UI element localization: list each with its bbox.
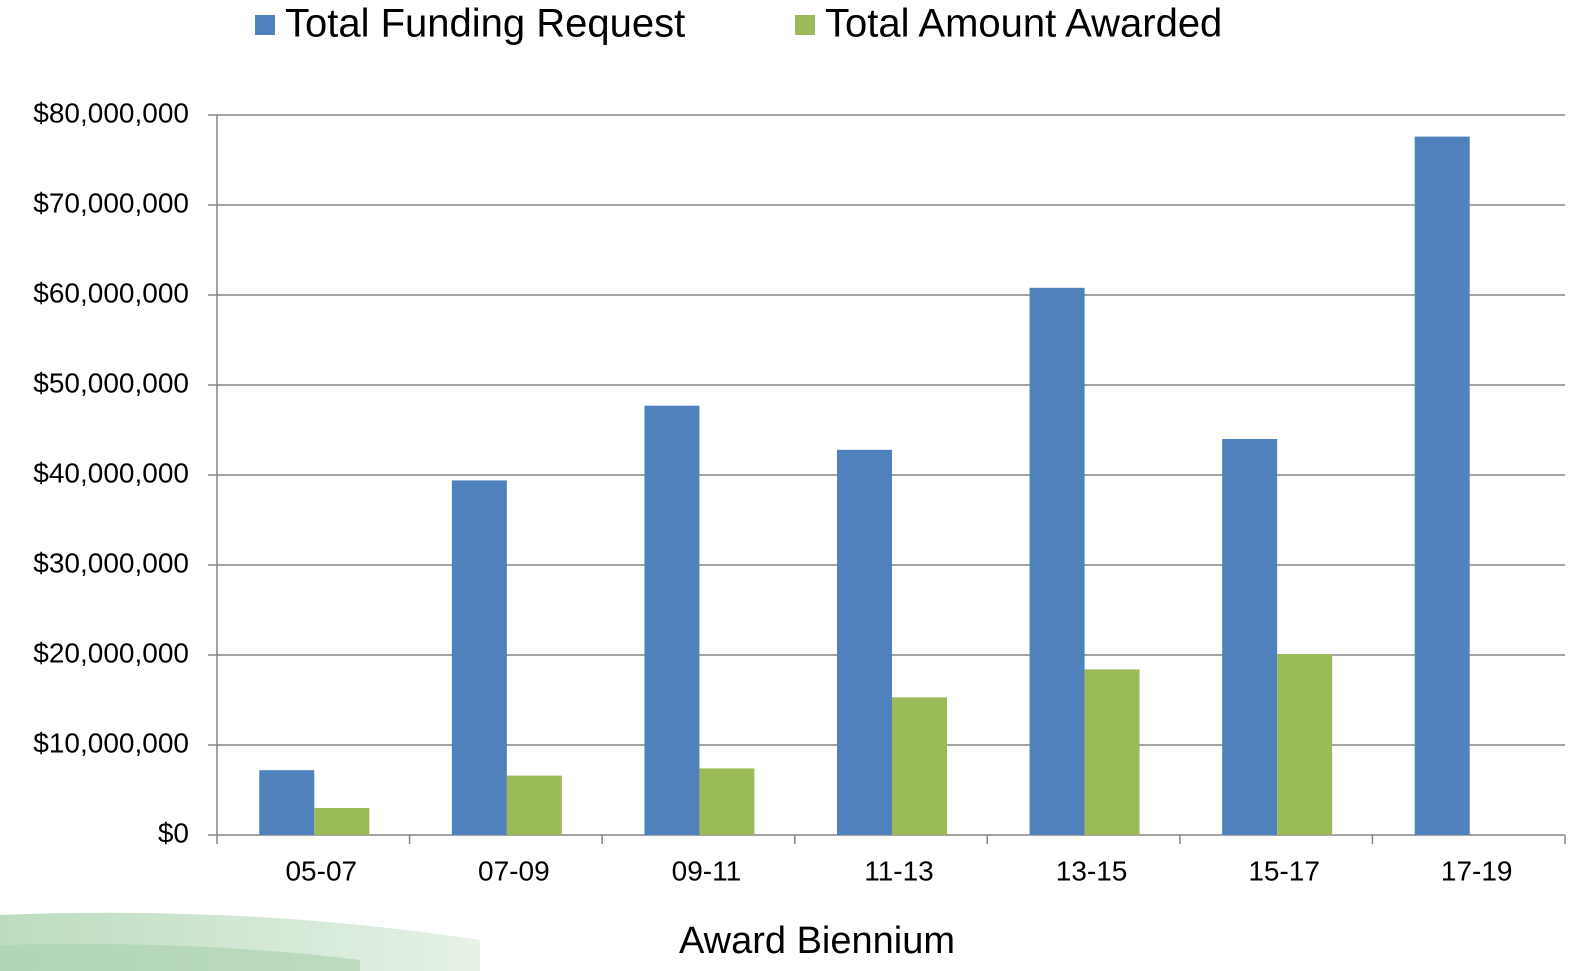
- decoration: [0, 944, 360, 971]
- y-tick-label: $60,000,000: [33, 277, 189, 308]
- bar: [1414, 136, 1470, 836]
- bar: [644, 405, 700, 835]
- bar: [506, 775, 562, 835]
- x-tick-label: 05-07: [285, 855, 357, 886]
- bar: [1084, 669, 1140, 835]
- x-tick-label: 13-15: [1056, 855, 1128, 886]
- x-tick-label: 11-13: [864, 855, 934, 886]
- bar: [699, 768, 755, 835]
- bar: [837, 449, 892, 835]
- x-tick-label: 17-19: [1441, 855, 1513, 886]
- y-tick-label: $20,000,000: [33, 637, 189, 668]
- bar: [451, 480, 507, 835]
- legend-swatch: [255, 15, 275, 35]
- y-tick-label: $10,000,000: [33, 727, 189, 758]
- bar: [1222, 439, 1278, 835]
- y-tick-label: $0: [158, 817, 189, 848]
- y-tick-label: $70,000,000: [33, 187, 189, 218]
- y-tick-label: $80,000,000: [33, 97, 189, 128]
- legend-label: Total Funding Request: [285, 2, 685, 46]
- bar: [1029, 287, 1085, 835]
- bar: [314, 808, 370, 835]
- y-tick-label: $40,000,000: [33, 457, 189, 488]
- x-axis-title: Award Biennium: [679, 920, 955, 962]
- y-tick-label: $50,000,000: [33, 367, 189, 398]
- legend-swatch: [795, 15, 815, 35]
- x-tick-label: 15-17: [1248, 855, 1320, 886]
- bar: [1277, 654, 1333, 835]
- x-tick-label: 09-11: [672, 855, 742, 886]
- bar: [259, 770, 315, 835]
- bar: [892, 697, 947, 835]
- x-tick-label: 07-09: [478, 855, 550, 886]
- legend-label: Total Amount Awarded: [825, 2, 1222, 46]
- y-tick-label: $30,000,000: [33, 547, 189, 578]
